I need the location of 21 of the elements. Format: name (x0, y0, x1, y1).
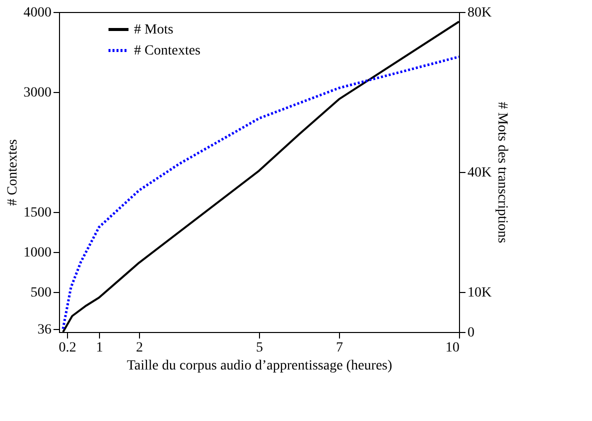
y2-tick-label: 80K (468, 6, 492, 20)
y2-tick-label: 40K (468, 166, 492, 180)
y-tick-label: 4000 (24, 6, 52, 20)
y-axis-title: # Contextes (6, 139, 20, 206)
x-tick-label: 5 (256, 340, 263, 356)
y-tick-label: 1000 (24, 246, 52, 260)
x-tick-label: 2 (136, 340, 143, 356)
y-tick-label: 1500 (24, 206, 52, 220)
legend-label: # Contextes (134, 44, 200, 58)
x-axis-title: Taille du corpus audio d’apprentissage (heures) (126, 358, 392, 374)
x-tick-label: 7 (336, 340, 343, 356)
legend-label: # Mots (134, 22, 174, 38)
y-tick-label: 3000 (24, 86, 52, 100)
y2-axis-title: # Mots des transcriptions (494, 102, 510, 244)
x-tick-label: 0.2 (58, 340, 76, 356)
y2-tick-label: 10K (468, 286, 492, 300)
y-tick-label: 500 (30, 286, 52, 300)
y2-tick-label: 0 (468, 326, 474, 340)
x-tick-label: 10 (446, 340, 460, 356)
y-tick-label: 36 (38, 322, 52, 338)
x-tick-label: 1 (96, 340, 103, 356)
